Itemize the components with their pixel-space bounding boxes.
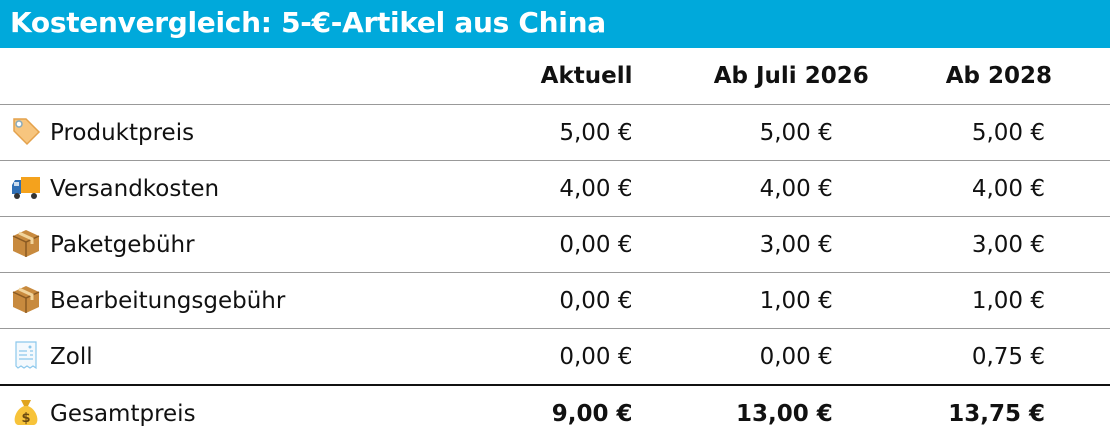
column-header-aktuell: Aktuell	[540, 63, 633, 89]
table-row: Paketgebühr 0,00 € 3,00 € 3,00 €	[0, 216, 1110, 273]
row-label: Bearbeitungsgebühr	[50, 287, 286, 314]
total-ab-2028: 13,75 €	[868, 384, 1110, 442]
value-ab-2028: 0,75 €	[868, 328, 1110, 385]
row-label: Versandkosten	[50, 175, 220, 202]
table-row: Versandkosten 4,00 € 4,00 € 4,00 €	[0, 160, 1110, 217]
package-icon	[12, 229, 40, 257]
total-ab-juli-2026: 13,00 €	[632, 384, 869, 442]
cost-comparison-table: Aktuell Ab Juli 2026 Ab 2028 Produktprei…	[0, 48, 1110, 442]
value-ab-juli-2026: 0,00 €	[632, 328, 869, 385]
money-bag-icon: $	[14, 400, 38, 426]
svg-text:$: $	[21, 411, 30, 426]
value-aktuell: 0,00 €	[285, 216, 633, 273]
column-header-ab-juli-2026: Ab Juli 2026	[713, 63, 869, 89]
table-row: Bearbeitungsgebühr 0,00 € 1,00 € 1,00 €	[0, 272, 1110, 329]
value-ab-juli-2026: 3,00 €	[632, 216, 869, 273]
page-title: Kostenvergleich: 5-€-Artikel aus China	[0, 0, 1110, 48]
delivery-truck-icon	[12, 176, 40, 199]
value-aktuell: 5,00 €	[285, 104, 633, 161]
column-header-label	[0, 48, 285, 105]
value-ab-juli-2026: 5,00 €	[632, 104, 869, 161]
table-row: Zoll 0,00 € 0,00 € 0,75 €	[0, 328, 1110, 385]
row-label: Produktpreis	[50, 119, 195, 146]
value-ab-2028: 5,00 €	[868, 104, 1110, 161]
package-icon	[12, 285, 40, 313]
column-header-ab-2028: Ab 2028	[945, 63, 1052, 89]
value-aktuell: 0,00 €	[285, 328, 633, 385]
value-aktuell: 4,00 €	[285, 160, 633, 217]
value-aktuell: 0,00 €	[285, 272, 633, 329]
row-label: Zoll	[50, 343, 93, 370]
value-ab-2028: 4,00 €	[868, 160, 1110, 217]
row-label: Paketgebühr	[50, 231, 195, 258]
table-header-row: Aktuell Ab Juli 2026 Ab 2028	[0, 48, 1110, 105]
total-aktuell: 9,00 €	[285, 384, 633, 442]
value-ab-juli-2026: 1,00 €	[632, 272, 869, 329]
value-ab-2028: 1,00 €	[868, 272, 1110, 329]
value-ab-juli-2026: 4,00 €	[632, 160, 869, 217]
table-row: Produktpreis 5,00 € 5,00 € 5,00 €	[0, 104, 1110, 161]
price-tag-icon	[13, 117, 41, 145]
total-label: Gesamtpreis	[50, 401, 196, 427]
receipt-icon	[15, 340, 37, 369]
value-ab-2028: 3,00 €	[868, 216, 1110, 273]
total-row: $ Gesamtpreis 9,00 € 13,00 € 13,75 €	[0, 384, 1110, 442]
